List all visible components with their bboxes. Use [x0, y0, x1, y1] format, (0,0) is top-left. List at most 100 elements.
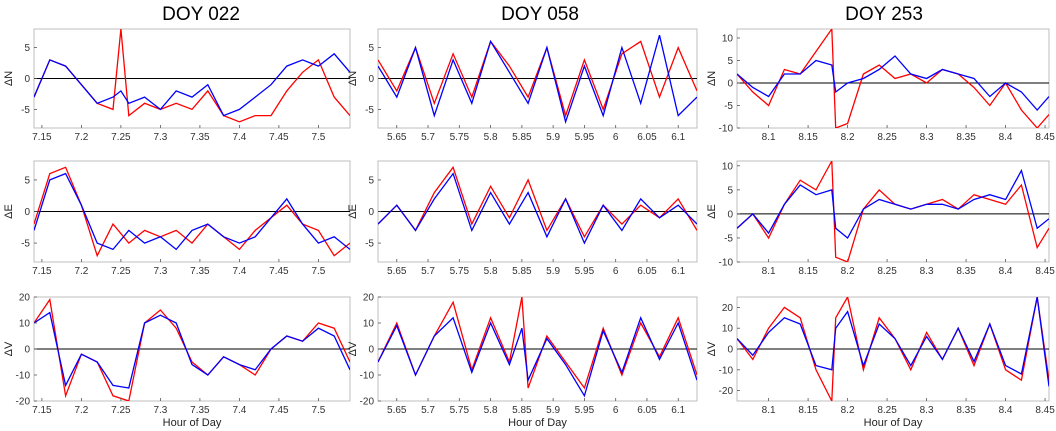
panel-1-0-series-blue — [34, 172, 350, 251]
panel-0-1-xtick-label: 5.75 — [450, 132, 470, 143]
panel-0-2-ytick-label: 0 — [727, 79, 733, 90]
panel-2-2-xtick-label: 8.3 — [920, 405, 934, 416]
panel-2-2-xtick-label: 8.35 — [956, 405, 976, 416]
panel-2-1-xtick-label: 6 — [613, 405, 619, 416]
panel-1-1-xtick-label: 6.05 — [637, 266, 657, 277]
panel-2-0-xtick-label: 7.5 — [311, 405, 325, 416]
panel-1-2-xtick-label: 8.2 — [841, 266, 855, 277]
panel-0-2-ytick-label: 5 — [727, 56, 733, 67]
panel-0-1-ytick-label: 0 — [368, 74, 374, 85]
panel-0-2-xtick-label: 8.4 — [999, 132, 1013, 143]
panel-2-0: -20 -10 0 10 20 7.15 7.2 7.25 7.3 7.35 7.4 7.45 7.5 Δ… — [3, 293, 351, 429]
panel-1-0-xtick-label: 7.4 — [232, 266, 246, 277]
panel-2-1-ytick-label: 0 — [368, 345, 374, 356]
panel-1-1-ytick-label: -5 — [365, 239, 374, 250]
panel-0-1-ylabel: ΔN — [347, 71, 359, 86]
panel-2-0-xtick-label: 7.3 — [153, 405, 167, 416]
panel-0-2-xtick-label: 8.3 — [920, 132, 934, 143]
panel-1-1-xtick-label: 5.75 — [450, 266, 470, 277]
panel-2-2-ytick-label: -20 — [719, 386, 734, 397]
panel-2-0-ytick-label: -10 — [16, 371, 31, 382]
panel-0-0: -5 0 5 7.15 7.2 7.25 7.3 7.35 7.4 7.45 7.5 ΔN — [3, 28, 351, 143]
panel-0-1-xtick-label: 6.05 — [637, 132, 657, 143]
panel-2-1-ylabel: ΔV — [347, 341, 359, 356]
panel-2-1-ytick-label: -20 — [360, 397, 375, 408]
panel-0-1-series-red — [378, 40, 697, 118]
panel-2-2-xtick-label: 8.1 — [762, 405, 776, 416]
panel-2-2-xtick-label: 8.45 — [1035, 405, 1055, 416]
panel-1-2-ylabel: ΔE — [706, 204, 718, 219]
panel-2-2-xlabel: Hour of Day — [864, 417, 923, 429]
panel-0-1-xtick-label: 6.1 — [671, 132, 685, 143]
panel-0-1-ytick-label: -5 — [365, 105, 374, 116]
panel-0-0-xtick-label: 7.25 — [111, 132, 131, 143]
panel-1-1-xtick-label: 5.85 — [512, 266, 532, 277]
panel-0-2-series-red — [737, 29, 1049, 128]
panel-2-2-xtick-label: 8.4 — [999, 405, 1013, 416]
panel-0-2-ytick-label: -5 — [724, 101, 733, 112]
panel-0-1-xtick-label: 5.95 — [575, 132, 595, 143]
column-title-doy022: DOY 022 — [162, 4, 240, 25]
panel-0-2-xtick-label: 8.2 — [841, 132, 855, 143]
panel-1-2-xtick-label: 8.3 — [920, 266, 934, 277]
panel-2-2-xtick-label: 8.15 — [798, 405, 818, 416]
panel-1-1-xtick-label: 5.9 — [546, 266, 560, 277]
panel-2-2-xtick-label: 8.25 — [877, 405, 897, 416]
panel-2-0-ytick-label: 10 — [19, 319, 31, 330]
panel-1-0-ytick-label: 0 — [24, 207, 30, 218]
panel-0-1-xtick-label: 5.7 — [421, 132, 435, 143]
panel-1-1: -5 0 5 5.65 5.7 5.75 5.8 5.85 5.9 5.95 6 6.05 6.1 ΔE — [347, 160, 698, 277]
panel-0-1-xtick-label: 6 — [613, 132, 619, 143]
panel-2-1-xtick-label: 5.75 — [450, 405, 470, 416]
panel-1-1-xtick-label: 5.8 — [484, 266, 498, 277]
panel-1-2-ytick-label: -10 — [719, 258, 734, 269]
panel-2-0-xtick-label: 7.4 — [232, 405, 246, 416]
panel-0-2-xtick-label: 8.45 — [1035, 132, 1055, 143]
panel-2-1-xtick-label: 5.65 — [387, 405, 407, 416]
panel-2-0-xtick-label: 7.25 — [111, 405, 131, 416]
column-title-doy253: DOY 253 — [845, 4, 923, 25]
panel-1-0-ytick-label: 5 — [24, 175, 30, 186]
panel-0-1: -5 0 5 5.65 5.7 5.75 5.8 5.85 5.9 5.95 6 6.05 6.1 ΔN — [347, 28, 698, 143]
panel-1-2-series-red — [737, 161, 1049, 262]
panel-2-1-xtick-label: 5.8 — [484, 405, 498, 416]
panel-1-2: -10 -5 0 5 10 8.1 8.15 8.2 8.25 8.3 8.35 8.4 8.45 ΔE — [706, 160, 1055, 277]
panel-2-1-xtick-label: 6.05 — [637, 405, 657, 416]
panel-1-2-xtick-label: 8.35 — [956, 266, 976, 277]
panel-0-0-xtick-label: 7.3 — [153, 132, 167, 143]
panel-1-1-xtick-label: 5.7 — [421, 266, 435, 277]
panel-2-1-xtick-label: 5.7 — [421, 405, 435, 416]
panel-1-1-series-red — [378, 165, 697, 239]
panel-1-2-ytick-label: 5 — [727, 185, 733, 196]
panel-0-2-ylabel: ΔN — [706, 71, 718, 86]
panel-2-1-ytick-label: 20 — [363, 293, 375, 304]
panel-2-0-ytick-label: 20 — [19, 293, 31, 304]
panel-0-0-xtick-label: 7.15 — [32, 132, 52, 143]
panel-1-0: -5 0 5 7.15 7.2 7.25 7.3 7.35 7.4 7.45 7.5 ΔE — [3, 160, 351, 277]
panel-0-1-xtick-label: 5.8 — [484, 132, 498, 143]
panel-0-0-ytick-label: 5 — [24, 43, 30, 54]
panel-2-1-xtick-label: 6.1 — [671, 405, 685, 416]
panel-0-2-series-blue — [737, 55, 1049, 111]
panel-1-0-series-red — [34, 166, 350, 258]
panel-0-1-ytick-label: 5 — [368, 43, 374, 54]
panel-0-2-xtick-label: 8.35 — [956, 132, 976, 143]
panel-0-2-ytick-label: -10 — [719, 124, 734, 135]
panel-2-0-ylabel: ΔV — [3, 341, 15, 356]
panel-0-2: -10 -5 0 5 10 8.1 8.15 8.2 8.25 8.3 8.35 8.4 8.45 ΔN — [706, 28, 1055, 143]
panel-2-1-xtick-label: 5.95 — [575, 405, 595, 416]
panel-2-0-xtick-label: 7.15 — [32, 405, 52, 416]
panel-1-2-ytick-label: 10 — [722, 161, 734, 172]
panel-1-0-xtick-label: 7.5 — [311, 266, 325, 277]
panel-1-0-ytick-label: -5 — [21, 239, 30, 250]
panel-1-1-xtick-label: 6.1 — [671, 266, 685, 277]
panel-1-2-ytick-label: 0 — [727, 209, 733, 220]
panel-0-1-xtick-label: 5.85 — [512, 132, 532, 143]
column-title-doy058: DOY 058 — [501, 4, 579, 25]
panel-1-1-series-blue — [378, 172, 697, 245]
panel-2-1-series-blue — [378, 316, 697, 398]
panel-1-0-xtick-label: 7.35 — [190, 266, 210, 277]
panel-2-1-xlabel: Hour of Day — [508, 417, 567, 429]
panel-2-1-xtick-label: 5.9 — [546, 405, 560, 416]
panel-1-0-xtick-label: 7.2 — [74, 266, 88, 277]
